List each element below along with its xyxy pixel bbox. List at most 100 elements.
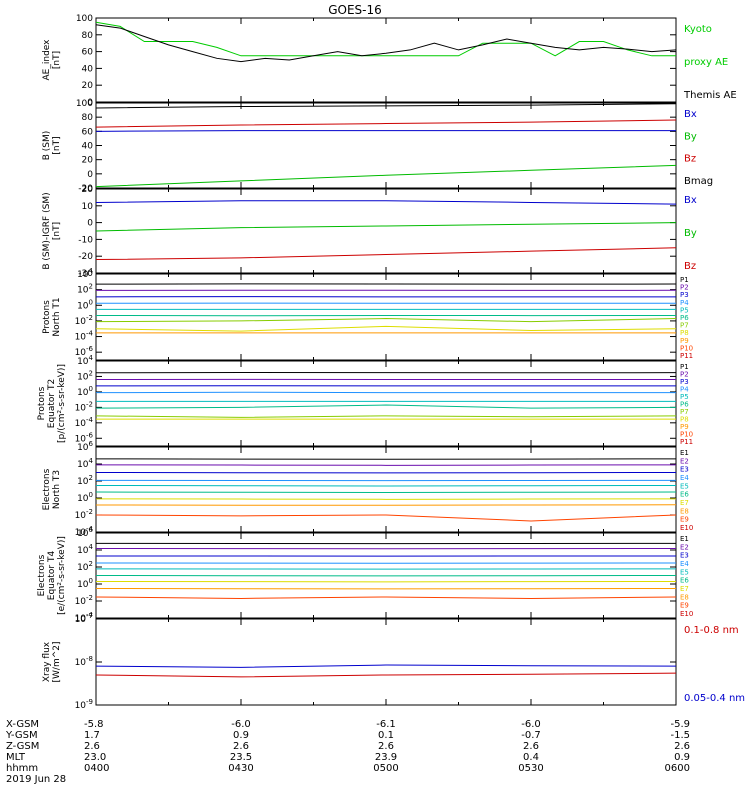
legend-en: E3 <box>680 466 689 474</box>
ytick-label-bigrf: -10 <box>78 235 93 245</box>
ylabel-ee: Electrons <box>37 554 47 596</box>
legend-ee: E6 <box>680 577 689 585</box>
ytick-label-pe: 10-2 <box>75 400 93 413</box>
ylabel-bigrf: [nT] <box>52 222 62 240</box>
ylabel-bsm: B (SM) <box>42 131 52 161</box>
ytick-label-ee: 10-2 <box>75 594 93 607</box>
legend-xray: 0.05-0.4 nm <box>684 693 745 704</box>
series-pn <box>96 326 676 331</box>
ytick-label-bsm: 60 <box>82 127 94 137</box>
ytick-label-pe: 102 <box>77 369 93 382</box>
ytick-label-ae: 80 <box>82 31 94 41</box>
legend-en: E7 <box>680 499 689 507</box>
xaxis-value: -5.9 <box>670 719 690 730</box>
xaxis-row-label: Y-GSM <box>5 730 38 741</box>
ytick-label-xray: 10-8 <box>75 655 93 668</box>
legend-en: E10 <box>680 524 693 532</box>
legend-ee: E2 <box>680 543 689 551</box>
ytick-label-ee: 102 <box>77 560 93 573</box>
legend-bigrf: Bz <box>684 261 696 272</box>
xaxis-value: 0600 <box>665 763 690 774</box>
ylabel-ee: Equator T4 <box>47 551 57 601</box>
series-bigrf <box>96 201 676 204</box>
xaxis-value: 0.9 <box>233 730 249 741</box>
ytick-label-bigrf: 0 <box>87 219 93 229</box>
series-en <box>96 515 676 521</box>
chart-title: GOES-16 <box>328 3 382 17</box>
series-bsm <box>96 131 676 132</box>
series-bsm <box>96 120 676 127</box>
ytick-label-bsm: 0 <box>87 170 93 180</box>
ytick-label-ae: 20 <box>82 81 94 91</box>
ytick-label-bsm: 80 <box>82 113 94 123</box>
legend-bsm: Bz <box>684 154 696 165</box>
series-en <box>96 485 676 486</box>
ytick-label-bsm: 100 <box>76 99 93 109</box>
series-bigrf <box>96 248 676 260</box>
legend-en: E1 <box>680 449 689 457</box>
xaxis-value: 2.6 <box>523 741 539 752</box>
legend-en: E8 <box>680 507 689 515</box>
ylabel-pe: Equator T2 <box>47 379 57 428</box>
xaxis-row-label: hhmm <box>6 763 38 774</box>
ytick-label-bsm: 20 <box>82 156 94 166</box>
ytick-label-bigrf: -20 <box>78 252 93 262</box>
legend-ee: E1 <box>680 535 689 543</box>
xaxis-value: -5.8 <box>84 719 104 730</box>
legend-ee: E9 <box>680 602 689 610</box>
ylabel-pn: Protons <box>42 300 52 334</box>
xaxis-value: 0500 <box>373 763 398 774</box>
ytick-label-bigrf: 10 <box>82 202 94 212</box>
legend-pe: P11 <box>680 438 693 446</box>
ytick-label-bigrf: 20 <box>82 185 94 195</box>
xaxis-value: 2.6 <box>378 741 394 752</box>
ytick-label-ae: 60 <box>82 48 94 58</box>
panel-frame-pn <box>96 274 676 360</box>
xaxis-row-label: Z-GSM <box>6 741 39 752</box>
ylabel-ae: [nT] <box>52 51 62 69</box>
ylabel-ae: AE_index <box>42 39 52 81</box>
legend-en: E4 <box>680 474 689 482</box>
ytick-label-pe: 10-4 <box>75 416 94 429</box>
xaxis-value: 2.6 <box>674 741 690 752</box>
xaxis-value: 0.4 <box>523 752 539 763</box>
xaxis-row-label: X-GSM <box>6 719 39 730</box>
xaxis-value: -0.7 <box>521 730 541 741</box>
ytick-label-en: 10-2 <box>75 508 93 521</box>
xaxis-value: 0530 <box>518 763 543 774</box>
ytick-label-ae: 100 <box>76 14 93 24</box>
ylabel-pn: North T1 <box>52 297 62 336</box>
ytick-label-en: 104 <box>77 457 93 470</box>
legend-ee: E3 <box>680 552 689 560</box>
series-pe <box>96 416 676 418</box>
ytick-label-ee: 104 <box>77 543 93 556</box>
ylabel-bigrf: B (SM)-IGRF (SM) <box>42 192 52 269</box>
legend-bsm: Bx <box>684 109 697 120</box>
legend-bsm: Bmag <box>684 176 713 187</box>
ytick-label-pn: 100 <box>77 298 93 311</box>
ylabel-en: Electrons <box>42 468 52 510</box>
xaxis-value: 2.6 <box>84 741 100 752</box>
ytick-label-en: 102 <box>77 474 93 487</box>
series-bigrf <box>96 223 676 231</box>
ytick-label-ae: 40 <box>82 64 94 74</box>
series-pn <box>96 319 676 322</box>
xaxis-value: 2.6 <box>233 741 249 752</box>
xaxis-value: 0.1 <box>378 730 394 741</box>
legend-xray: 0.1-0.8 nm <box>684 625 739 636</box>
xaxis-value: 23.5 <box>230 752 252 763</box>
legend-ae: proxy AE <box>684 57 728 68</box>
xaxis-value: -6.0 <box>521 719 541 730</box>
legend-en: E2 <box>680 457 689 465</box>
xaxis-value: 23.9 <box>375 752 397 763</box>
xaxis-value: 23.0 <box>84 752 106 763</box>
series-xray <box>96 665 676 667</box>
xaxis-row-label: MLT <box>6 752 26 763</box>
legend-en: E9 <box>680 516 689 524</box>
series-pe <box>96 405 676 408</box>
legend-ee: E10 <box>680 610 693 618</box>
legend-bigrf: By <box>684 228 697 239</box>
xaxis-value: 1.7 <box>84 730 100 741</box>
series-ae <box>96 22 676 56</box>
